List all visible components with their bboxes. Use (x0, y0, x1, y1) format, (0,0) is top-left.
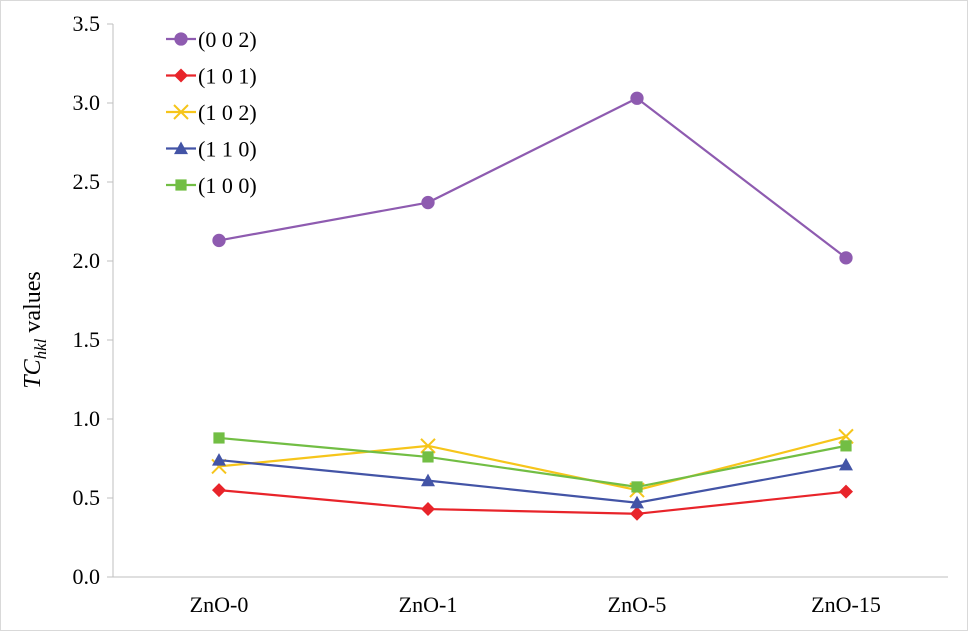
legend-marker (174, 68, 188, 83)
data-point (839, 251, 853, 265)
y-axis-title-main: TC (20, 358, 46, 388)
data-point (421, 473, 435, 487)
legend-marker (175, 179, 187, 191)
data-point (630, 506, 644, 521)
data-point (421, 195, 435, 210)
legend: (0 0 2) (1 0 1) (1 0 2) (1 1 0) (1 0 0) (166, 27, 257, 198)
data-point (212, 233, 226, 248)
y-axis-title-sub: hkl (31, 338, 50, 359)
y-axis-title: TChkl values (20, 271, 50, 388)
data-point (420, 438, 436, 454)
legend-label: (1 0 1) (198, 64, 257, 89)
legend-item: (1 0 1) (166, 64, 257, 89)
series-line (218, 96, 847, 259)
data-point (840, 440, 852, 452)
data-point (631, 481, 643, 493)
y-tick-label: 1.5 (73, 327, 101, 352)
y-axis-title-suffix: values (20, 271, 46, 338)
legend-item: (0 0 2) (166, 27, 257, 52)
series-3 (212, 453, 853, 509)
series-line (218, 458, 847, 504)
series-1 (212, 483, 853, 521)
y-tick-label: 2.5 (73, 169, 101, 194)
data-point (212, 453, 226, 466)
x-tick-label: ZnO-15 (811, 592, 881, 617)
legend-item: (1 1 0) (166, 137, 257, 162)
data-point (630, 91, 644, 105)
legend-label: (1 1 0) (198, 137, 257, 162)
y-tick-label: 3.5 (73, 11, 101, 36)
data-point (630, 495, 644, 509)
series-layer (211, 91, 854, 521)
data-point (839, 457, 853, 471)
series-0 (212, 91, 853, 265)
data-point (421, 502, 435, 517)
y-tick-label: 3.0 (73, 90, 101, 115)
x-tick-label: ZnO-1 (399, 592, 458, 617)
legend-item: (1 0 0) (166, 173, 257, 198)
y-tick-label: 0.0 (73, 564, 101, 589)
x-tick-label: ZnO-0 (190, 592, 249, 617)
y-tick-label: 0.5 (73, 485, 101, 510)
series-line (218, 489, 847, 515)
legend-marker (174, 32, 188, 46)
x-tick-label: ZnO-5 (608, 592, 667, 617)
data-point (839, 484, 853, 499)
data-point (213, 432, 225, 444)
legend-marker (173, 104, 189, 120)
legend-item: (1 0 2) (166, 100, 257, 125)
legend-label: (1 0 2) (198, 100, 257, 125)
legend-label: (0 0 2) (198, 27, 257, 52)
series-line (218, 436, 847, 489)
series-4 (213, 432, 852, 493)
legend-label: (1 0 0) (198, 173, 257, 198)
y-tick-label: 1.0 (73, 406, 101, 431)
legend-marker (174, 141, 188, 155)
y-tick-label: 2.0 (73, 248, 101, 273)
axes: 0.0 0.5 1.0 1.5 2.0 2.5 3.0 3.5 ZnO-0 ZnO-1 ZnO-5 Z… (73, 11, 948, 617)
series-line (218, 435, 847, 492)
data-point (212, 483, 226, 498)
data-point (422, 451, 434, 463)
